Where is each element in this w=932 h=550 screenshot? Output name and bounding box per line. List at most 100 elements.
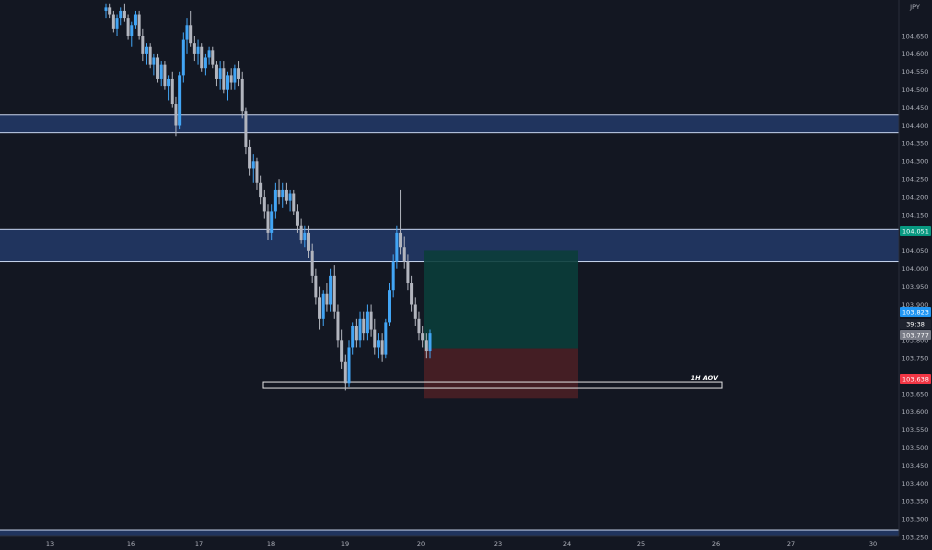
price-tick-label: 103.400	[902, 480, 929, 488]
candle-body	[391, 261, 395, 291]
candle-body	[248, 146, 252, 169]
candle-body	[277, 189, 281, 198]
candle-body	[192, 43, 196, 54]
candle-body	[402, 247, 406, 262]
candle-body	[211, 50, 215, 65]
candle-body	[233, 68, 237, 83]
price-tag	[900, 226, 931, 236]
price-tick-label: 103.800	[902, 337, 929, 345]
candle-body	[284, 189, 288, 201]
candle-body	[196, 46, 200, 54]
candle-body	[413, 304, 417, 319]
candle-body	[376, 340, 380, 348]
candle-body	[351, 325, 355, 348]
candle-body	[336, 311, 340, 341]
candle-body	[207, 50, 211, 58]
time-tick-label: 20	[417, 540, 425, 548]
price-axis[interactable]	[899, 0, 932, 550]
price-tick-label: 104.250	[902, 176, 929, 184]
candle-body	[167, 78, 171, 87]
candle-body	[354, 325, 358, 341]
candle-body	[214, 64, 218, 79]
candle-body	[122, 10, 126, 19]
candle-body	[295, 211, 299, 226]
candle-body	[321, 293, 325, 319]
price-tag-label: 103.823	[902, 308, 929, 316]
time-axis[interactable]	[0, 536, 932, 550]
time-tick-label: 24	[563, 540, 571, 548]
candle-body	[325, 293, 329, 305]
candle-body	[137, 14, 141, 36]
candle-body	[421, 333, 425, 341]
candle-body	[307, 232, 310, 251]
candle-body	[424, 340, 428, 352]
candle-body	[332, 275, 336, 312]
aov-level-box[interactable]	[262, 381, 723, 389]
candle-body	[218, 68, 222, 79]
candle-body	[185, 25, 189, 40]
price-tick-label: 104.150	[902, 211, 929, 219]
candle-body	[104, 7, 108, 11]
candle-body	[203, 57, 207, 69]
candle-body	[273, 189, 277, 212]
price-tick-label: 104.300	[902, 158, 929, 166]
candle-body	[255, 161, 259, 183]
candle-body	[108, 7, 112, 15]
time-tick-label: 17	[195, 540, 203, 548]
candle-body	[329, 275, 333, 305]
candle-body	[152, 57, 156, 65]
candle-body	[362, 318, 366, 334]
price-tag	[900, 307, 931, 317]
candle-body	[126, 18, 130, 36]
candle-body	[281, 189, 285, 198]
candle-body	[395, 232, 399, 262]
candle-body	[251, 161, 255, 169]
supply-zone-upper[interactable]	[0, 114, 900, 134]
candle-body	[156, 57, 160, 79]
stop-loss-zone[interactable]	[424, 348, 578, 399]
candle-body	[310, 250, 314, 276]
candle-body	[270, 211, 274, 233]
price-tag-label: 104.051	[902, 227, 929, 235]
candle-body	[237, 68, 241, 79]
candle-body	[130, 25, 134, 36]
price-tick-label: 104.450	[902, 104, 929, 112]
candle-body	[380, 340, 384, 355]
candle-body	[340, 340, 344, 362]
price-tick-label: 103.600	[902, 408, 929, 416]
candle-body	[145, 46, 148, 54]
candle-body	[399, 232, 403, 248]
candle-body	[343, 361, 347, 384]
candle-body	[417, 318, 421, 334]
candle-body	[410, 283, 414, 305]
price-tick-label: 104.350	[902, 140, 929, 148]
price-tick-label: 103.750	[902, 355, 929, 363]
time-tick-label: 16	[127, 540, 135, 548]
price-tag-label: 39:38	[906, 320, 925, 328]
candle-body	[388, 290, 391, 323]
time-tick-label: 23	[494, 540, 502, 548]
price-tick-label: 104.000	[902, 265, 929, 273]
price-tick-label: 103.650	[902, 390, 929, 398]
time-tick-label: 25	[637, 540, 645, 548]
price-tick-label: 103.950	[902, 283, 929, 291]
candle-body	[170, 78, 174, 105]
candle-body	[174, 104, 178, 126]
currency-label: JPY	[909, 3, 920, 11]
candle-body	[148, 46, 152, 65]
candle-body	[262, 197, 266, 212]
candle-body	[373, 329, 377, 348]
candle-body	[384, 322, 388, 355]
candle-body	[141, 36, 145, 54]
candle-body	[292, 193, 296, 212]
candle-body	[200, 46, 204, 69]
candle-body	[266, 211, 270, 233]
candle-body	[178, 75, 182, 126]
candle-body	[259, 182, 263, 198]
profit-target-zone[interactable]	[424, 250, 578, 349]
time-tick-label: 26	[712, 540, 720, 548]
price-tick-label: 103.500	[902, 444, 929, 452]
price-tick-label: 104.050	[902, 247, 929, 255]
